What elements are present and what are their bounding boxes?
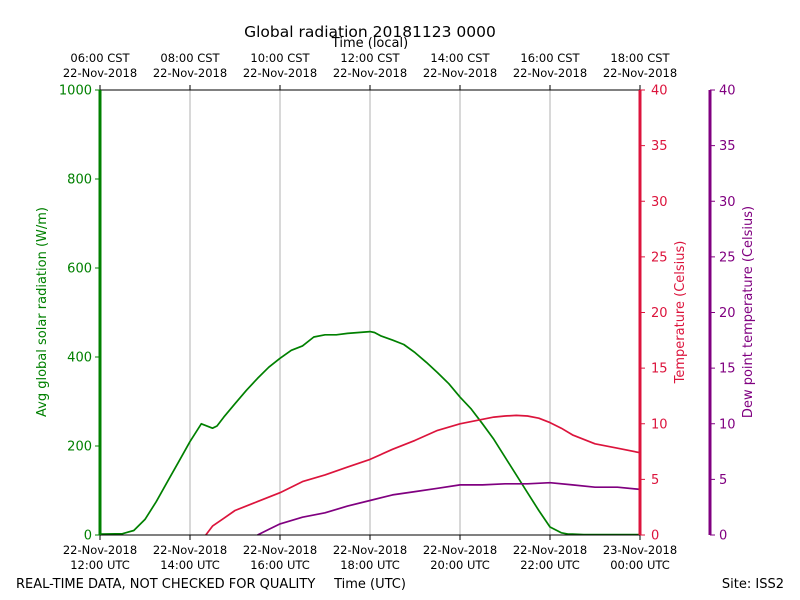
- top-tick-label-time: 18:00 CST: [610, 51, 670, 65]
- top-tick-label-time: 08:00 CST: [160, 51, 220, 65]
- x-tick-label-date: 22-Nov-2018: [243, 543, 317, 557]
- temperature-tick-label: 15: [651, 362, 668, 377]
- radiation-series-line: [99, 330, 640, 536]
- top-tick-label-date: 22-Nov-2018: [153, 66, 227, 80]
- x-tick-label-date: 22-Nov-2018: [153, 543, 227, 557]
- dewpoint-tick-label: 10: [719, 417, 736, 432]
- radiation-axis: 0 200 400 600 800 1000: [59, 84, 102, 544]
- dewpoint-tick-label: 20: [719, 306, 736, 321]
- top-tick-label-date: 22-Nov-2018: [243, 66, 317, 80]
- dewpoint-axis-title: Dew point temperature (Celsius): [741, 206, 756, 418]
- footer-quality-note: REAL-TIME DATA, NOT CHECKED FOR QUALITY: [16, 577, 315, 592]
- radiation-tick-label: 0: [84, 529, 92, 544]
- x-tick-label-date: 22-Nov-2018: [333, 543, 407, 557]
- x-tick-label-date: 22-Nov-2018: [513, 543, 587, 557]
- dewpoint-tick-label: 15: [719, 362, 736, 377]
- top-tick-label-date: 22-Nov-2018: [603, 66, 677, 80]
- top-tick-label-time: 14:00 CST: [430, 51, 490, 65]
- top-tick-label-time: 06:00 CST: [70, 51, 130, 65]
- top-tick-label-date: 22-Nov-2018: [63, 66, 137, 80]
- temperature-series-line: [205, 414, 641, 536]
- temperature-tick-label: 10: [651, 417, 668, 432]
- dewpoint-axis: 0 5 10 15 20 25 30 35 40: [708, 84, 736, 544]
- x-tick-label-time: 14:00 UTC: [160, 558, 220, 572]
- temperature-axis-title: Temperature (Celsius): [673, 241, 688, 385]
- x-tick-label-date: 22-Nov-2018: [423, 543, 497, 557]
- x-tick-label-date: 22-Nov-2018: [63, 543, 137, 557]
- radiation-tick-label: 200: [67, 440, 92, 455]
- x-tick-label-time: 00:00 UTC: [610, 558, 670, 572]
- temperature-tick-label: 0: [651, 529, 659, 544]
- site-label: Site: ISS2: [722, 577, 784, 592]
- radiation-tick-label: 800: [67, 173, 92, 188]
- dewpoint-tick-label: 40: [719, 84, 736, 99]
- x-tick-label-date: 23-Nov-2018: [603, 543, 677, 557]
- x-tick-label-time: 18:00 UTC: [340, 558, 400, 572]
- temperature-tick-label: 30: [651, 195, 668, 210]
- temperature-tick-label: 5: [651, 473, 659, 488]
- top-tick-label-time: 10:00 CST: [250, 51, 310, 65]
- top-tick-label-time: 12:00 CST: [340, 51, 400, 65]
- temperature-tick-label: 35: [651, 139, 668, 154]
- top-tick-label-date: 22-Nov-2018: [423, 66, 497, 80]
- dewpoint-tick-label: 25: [719, 250, 736, 265]
- temperature-tick-label: 25: [651, 250, 668, 265]
- grid-lines: [189, 90, 551, 535]
- dewpoint-tick-label: 35: [719, 139, 736, 154]
- x-tick-label-time: 22:00 UTC: [520, 558, 580, 572]
- chart-title: Global radiation 20181123 0000: [244, 23, 496, 41]
- radiation-tick-label: 600: [67, 262, 92, 277]
- x-tick-label-time: 12:00 UTC: [70, 558, 130, 572]
- temperature-tick-label: 40: [651, 84, 668, 99]
- top-axis-label: Time (local): [331, 36, 408, 51]
- x-tick-label-time: 16:00 UTC: [250, 558, 310, 572]
- top-tick-label-time: 16:00 CST: [520, 51, 580, 65]
- x-tick-label-time: 20:00 UTC: [430, 558, 490, 572]
- top-tick-label-date: 22-Nov-2018: [333, 66, 407, 80]
- radiation-axis-title: Avg global solar radiation (W/m): [35, 207, 50, 417]
- radiation-tick-label: 1000: [59, 84, 92, 99]
- temperature-axis: 0 5 10 15 20 25 30 35 40: [638, 84, 668, 544]
- series-group: [99, 330, 641, 536]
- x-axis-title: Time (UTC): [333, 577, 406, 592]
- dewpoint-tick-label: 30: [719, 195, 736, 210]
- radiation-tick-label: 400: [67, 351, 92, 366]
- dewpoint-series-line: [257, 481, 641, 536]
- dewpoint-tick-label: 5: [719, 473, 727, 488]
- temperature-tick-label: 20: [651, 306, 668, 321]
- top-tick-label-date: 22-Nov-2018: [513, 66, 587, 80]
- dewpoint-tick-label: 0: [719, 529, 727, 544]
